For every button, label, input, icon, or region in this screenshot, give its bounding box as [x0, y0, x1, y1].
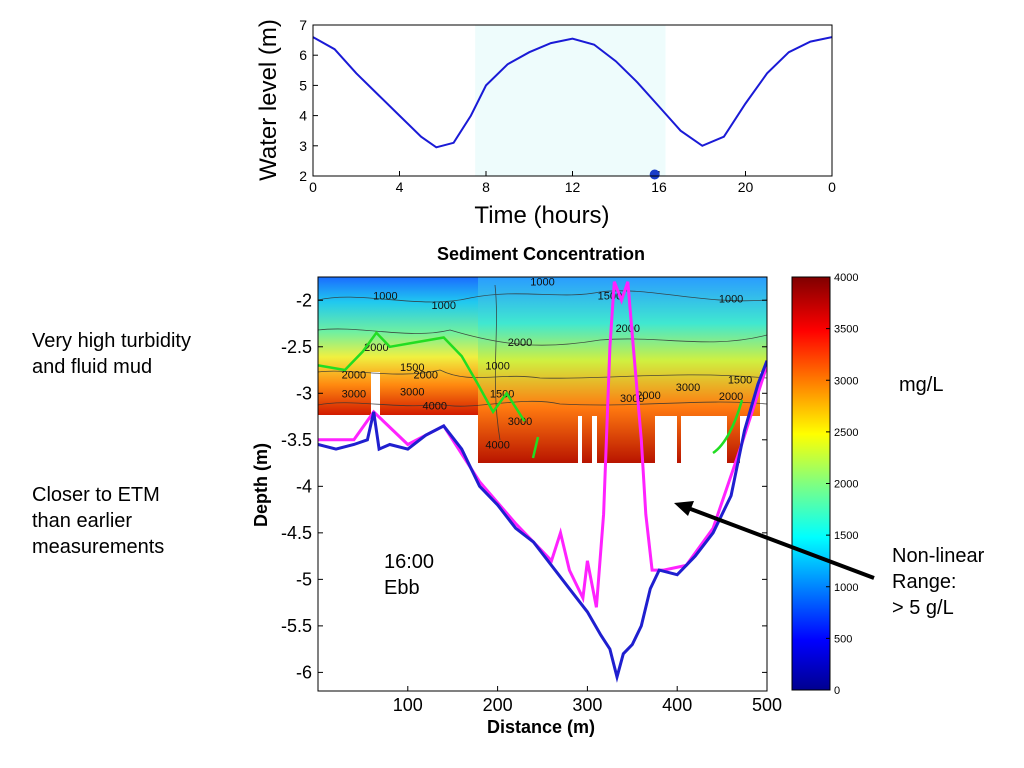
sediment-title: Sediment Concentration: [437, 244, 645, 264]
heatmap-left-panel: [318, 277, 480, 415]
heatmap-gap: [371, 372, 380, 416]
sediment-y-label: Depth (m): [251, 443, 271, 527]
contour-label: 3000: [400, 386, 424, 398]
sediment-y-tick-label: -4.5: [281, 523, 312, 543]
tide-y-tick-label: 3: [299, 138, 307, 154]
tide-plot-frame: [312, 24, 833, 177]
sediment-x-tick-label: 100: [393, 695, 423, 715]
tide-y-tick-label: 4: [299, 108, 307, 124]
heatmap-gap: [760, 372, 767, 416]
sediment-y-tick-label: -3.5: [281, 430, 312, 450]
contour-label: 1000: [373, 291, 397, 303]
colorbar: [791, 276, 831, 691]
contour-label: 2000: [342, 370, 366, 382]
concentration-heatmap: [318, 277, 767, 466]
current-time-marker: [649, 169, 660, 180]
contour-label: 2000: [364, 342, 388, 354]
tide-y-tick-label: 7: [299, 17, 307, 33]
sediment-y-tick-label: -4: [296, 476, 312, 496]
sediment-y-tick-label: -2: [296, 290, 312, 310]
heatmap-gap: [655, 416, 677, 464]
contour-label: 2000: [636, 390, 660, 402]
tide-x-tick-label: 20: [738, 179, 754, 195]
colorbar-tick-label: 3000: [834, 375, 858, 387]
tide-y-label: Water level (m): [255, 19, 282, 181]
tide-line: [313, 36, 832, 149]
note-range: Non-linear Range: > 5 g/L: [892, 545, 985, 619]
contour-label: 1500: [728, 374, 752, 386]
sediment-x-tick-label: 300: [572, 695, 602, 715]
heatmap-right-panel: [478, 277, 767, 463]
colorbar-tick-label: 1000: [834, 582, 858, 594]
contour-label: 1500: [400, 362, 424, 374]
colorbar-tick-label: 3500: [834, 324, 858, 336]
heatmap-gap: [681, 416, 727, 464]
contour-label: 1000: [530, 277, 554, 289]
note-units: mg/L: [899, 374, 944, 396]
sediment-plot-frame: [317, 276, 768, 692]
green-trace-segment: [712, 399, 744, 455]
tide-y-tick-label: 5: [299, 77, 307, 93]
contour-lines: [318, 284, 767, 441]
contour-label: 1000: [485, 360, 509, 372]
contour-label: 2000: [719, 391, 743, 403]
tide-y-tick-label: 6: [299, 47, 307, 63]
note-turbidity: Very high turbidity and fluid mud: [32, 330, 191, 378]
tide-x-tick-label: 0: [828, 179, 836, 195]
green-trace-line: [318, 330, 526, 422]
tide-x-tick-label: 0: [309, 179, 317, 195]
heatmap-gap: [318, 416, 478, 466]
sediment-x-tick-label: 500: [752, 695, 782, 715]
tide-y-tick-label: 2: [299, 168, 307, 184]
heatmap-gap: [578, 416, 582, 464]
contour-label: 1500: [490, 388, 514, 400]
colorbar-tick-label: 4000: [834, 272, 858, 284]
tide-x-tick-label: 8: [482, 179, 490, 195]
colorbar-tick-label: 1500: [834, 530, 858, 542]
contour-label: 2000: [508, 337, 532, 349]
sediment-y-tick-label: -5.5: [281, 616, 312, 636]
tide-x-tick-label: 12: [565, 179, 581, 195]
sediment-y-tick-label: -3: [296, 383, 312, 403]
sediment-x-tick-label: 200: [483, 695, 513, 715]
colorbar-tick-label: 500: [834, 633, 852, 645]
contour-label: 4000: [485, 439, 509, 451]
contour-label: 2000: [414, 370, 438, 382]
contour-label: 3000: [676, 382, 700, 394]
contour-label: 1000: [719, 293, 743, 305]
colorbar-tick-label: 2500: [834, 427, 858, 439]
contour-label: 1500: [598, 291, 622, 303]
contour-label: 3000: [342, 388, 366, 400]
contour-label: 4000: [422, 400, 446, 412]
tide-x-tick-label: 16: [651, 179, 667, 195]
tide-x-tick-label: 4: [396, 179, 404, 195]
annotation-arrow: [674, 501, 875, 580]
contour-label: 3000: [620, 393, 644, 405]
sediment-y-tick-label: -2.5: [281, 337, 312, 357]
colorbar-tick-label: 2000: [834, 479, 858, 491]
colorbar-tick-label: 0: [834, 685, 840, 697]
green-trace-segment: [531, 436, 540, 459]
tide-x-label: Time (hours): [474, 202, 609, 229]
sediment-x-label: Distance (m): [487, 717, 595, 737]
note-time-tag: 16:00 Ebb: [384, 551, 435, 599]
contour-label: 1000: [431, 300, 455, 312]
tide-highlight-band: [475, 25, 666, 176]
sediment-y-tick-label: -5: [296, 569, 312, 589]
note-etm: Closer to ETM than earlier measurements: [32, 484, 165, 558]
sediment-x-tick-label: 400: [662, 695, 692, 715]
blue-bottom-line: [318, 360, 767, 683]
sediment-y-tick-label: -6: [296, 662, 312, 682]
contour-label: 3000: [508, 416, 532, 428]
heatmap-gap: [592, 416, 597, 464]
heatmap-gap: [740, 416, 767, 464]
contour-label: 2000: [616, 323, 640, 335]
